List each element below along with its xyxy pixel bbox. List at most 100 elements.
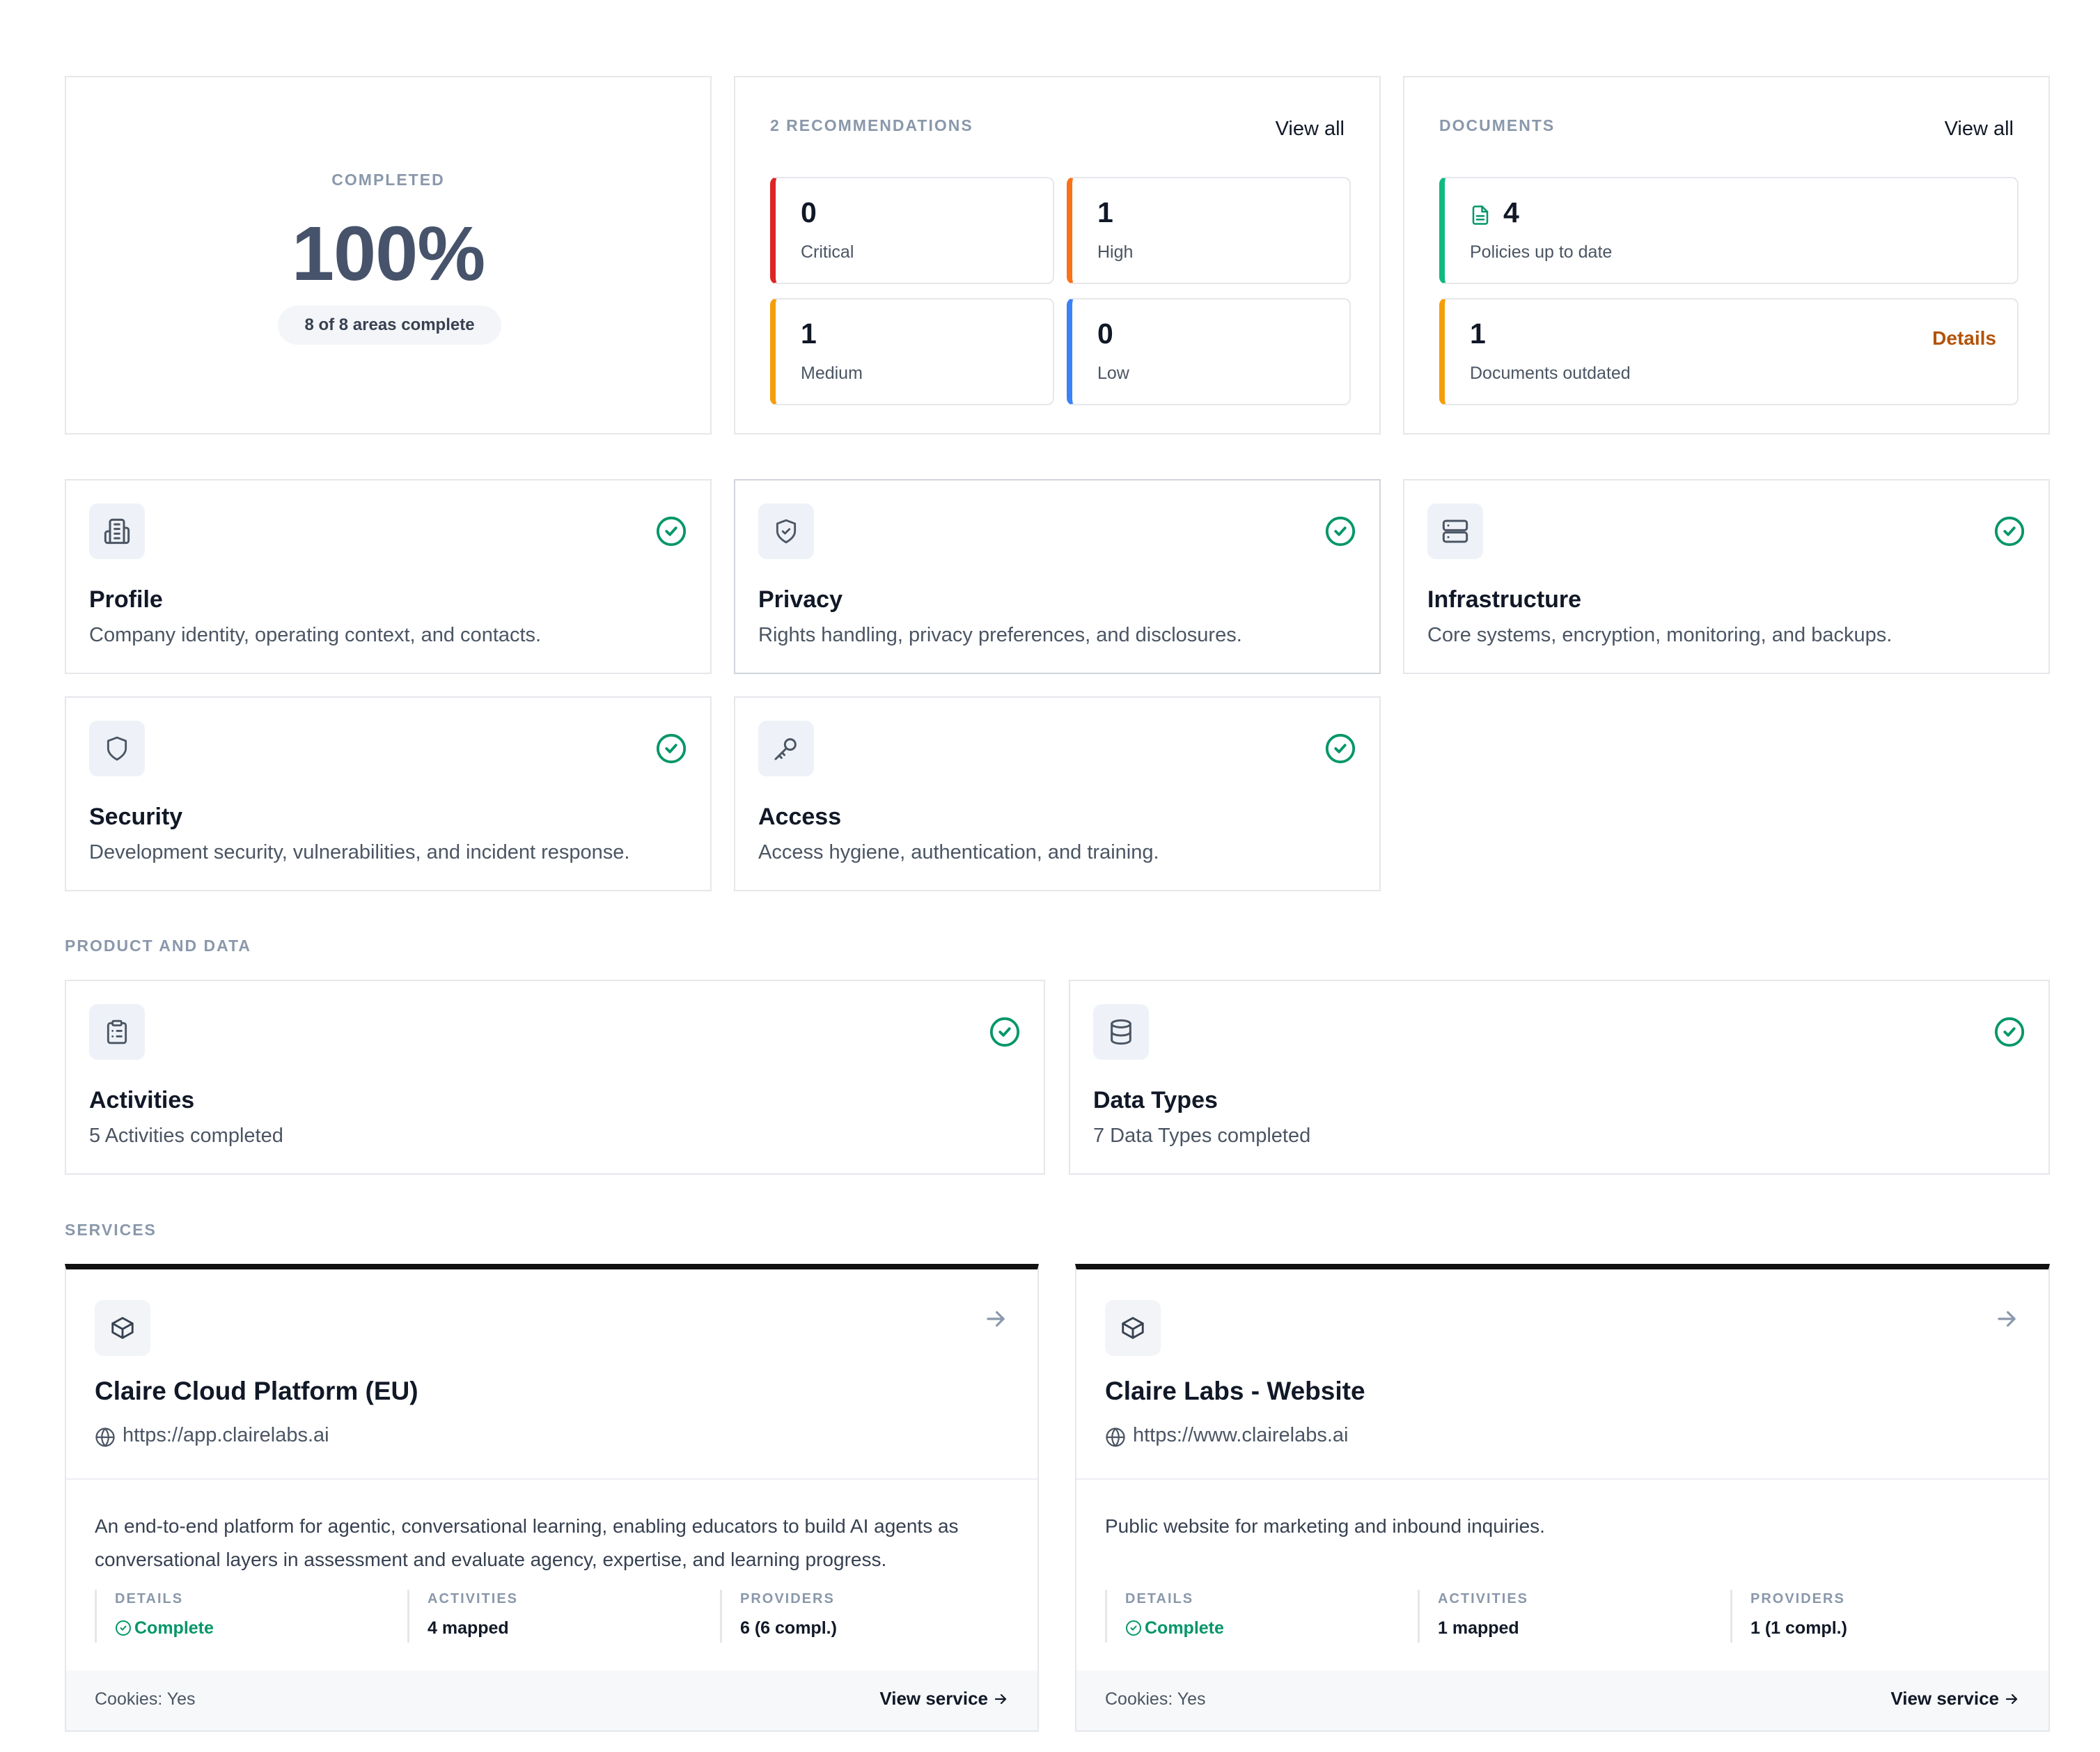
area-icon-box (89, 1004, 145, 1060)
providers-value: 1 (1 compl.) (1750, 1618, 1847, 1638)
low-label: Low (1097, 363, 1129, 383)
outdated-label: Documents outdated (1470, 363, 1631, 383)
product-description: 5 Activities completed (89, 1125, 283, 1147)
area-card-infrastructure[interactable]: Infrastructure Core systems, encryption,… (1403, 479, 2050, 674)
package-icon (1122, 1317, 1144, 1339)
area-icon-box (1093, 1004, 1149, 1060)
service-url-link[interactable]: https://app.clairelabs.ai (123, 1424, 329, 1446)
service-description: Public website for marketing and inbound… (1105, 1515, 1545, 1537)
service-activities-meta: ACTIVITIES 4 mapped (407, 1590, 518, 1643)
service-providers-meta: PROVIDERS 6 (6 compl.) (720, 1590, 837, 1643)
area-description: Access hygiene, authentication, and trai… (758, 841, 1159, 863)
check-circle-icon (1325, 733, 1356, 764)
clipboard-icon (107, 1019, 127, 1045)
shield-icon (107, 736, 127, 761)
cookies-status: Cookies: Yes (1105, 1689, 1206, 1709)
server-icon (1442, 519, 1468, 543)
view-service-button[interactable]: View service (879, 1688, 1009, 1710)
area-card-privacy[interactable]: Privacy Rights handling, privacy prefere… (734, 479, 1381, 674)
document-icon (1472, 205, 1489, 225)
activities-value: 1 mapped (1438, 1618, 1519, 1638)
area-icon-box (89, 503, 145, 559)
service-details-meta: DETAILS Complete (95, 1590, 214, 1643)
arrow-right-icon[interactable] (1993, 1306, 2020, 1332)
product-card-activities[interactable]: Activities 5 Activities completed (65, 980, 1045, 1175)
key-icon (774, 738, 797, 760)
area-card-access[interactable]: Access Access hygiene, authentication, a… (734, 696, 1381, 891)
recommendation-high[interactable]: 1 High (1067, 177, 1351, 284)
service-title: Claire Cloud Platform (EU) (95, 1377, 418, 1405)
critical-count: 0 (801, 196, 817, 228)
completion-card: COMPLETED 100% 8 of 8 areas complete (65, 76, 712, 435)
details-status-text: Complete (1145, 1618, 1224, 1638)
check-circle-icon (1994, 516, 2025, 547)
high-count: 1 (1097, 196, 1113, 228)
area-description: Rights handling, privacy preferences, an… (758, 624, 1242, 646)
service-url-link[interactable]: https://www.clairelabs.ai (1133, 1424, 1349, 1446)
details-value: Complete (1125, 1618, 1224, 1638)
product-card-data-types[interactable]: Data Types 7 Data Types completed (1069, 980, 2050, 1175)
check-circle-icon (116, 1620, 131, 1636)
shield-check-icon (776, 519, 797, 544)
medium-count: 1 (801, 318, 817, 350)
check-circle-icon (656, 516, 687, 547)
globe-icon (95, 1428, 115, 1447)
database-icon (1111, 1019, 1131, 1045)
service-divider (66, 1478, 1037, 1480)
areas-complete-badge: 8 of 8 areas complete (278, 306, 501, 345)
service-title: Claire Labs - Website (1105, 1377, 1365, 1405)
service-footer: Cookies: Yes View service (1076, 1671, 2048, 1730)
cookies-status: Cookies: Yes (95, 1689, 196, 1709)
building-icon (104, 518, 130, 545)
area-description: Development security, vulnerabilities, a… (89, 841, 630, 863)
view-service-button[interactable]: View service (1890, 1688, 2020, 1710)
providers-label: PROVIDERS (740, 1591, 835, 1606)
service-card-website[interactable]: Claire Labs - Website https://www.claire… (1075, 1264, 2050, 1732)
providers-value: 6 (6 compl.) (740, 1618, 837, 1638)
services-section-label: SERVICES (65, 1221, 157, 1239)
details-label: DETAILS (1125, 1591, 1194, 1606)
completion-label: COMPLETED (331, 171, 445, 189)
service-details-meta: DETAILS Complete (1105, 1590, 1224, 1643)
high-label: High (1097, 242, 1134, 262)
recommendation-low[interactable]: 0 Low (1067, 298, 1351, 405)
check-circle-icon (1994, 1017, 2025, 1047)
area-title: Access (758, 804, 842, 830)
service-providers-meta: PROVIDERS 1 (1 compl.) (1730, 1590, 1847, 1643)
service-card-cloud-platform[interactable]: Claire Cloud Platform (EU) https://app.c… (65, 1264, 1039, 1732)
service-icon-box (95, 1300, 150, 1356)
arrow-right-icon[interactable] (982, 1306, 1009, 1332)
service-description: An end-to-end platform for agentic, conv… (95, 1515, 959, 1570)
details-label: DETAILS (115, 1591, 184, 1606)
service-activities-meta: ACTIVITIES 1 mapped (1418, 1590, 1528, 1643)
service-divider (1076, 1478, 2048, 1480)
area-card-security[interactable]: Security Development security, vulnerabi… (65, 696, 712, 891)
details-status-text: Complete (134, 1618, 214, 1638)
recommendations-view-all-link[interactable]: View all (1275, 118, 1345, 140)
service-icon-box (1105, 1300, 1161, 1356)
policies-up-to-date-tile[interactable]: 4 Policies up to date (1439, 177, 2019, 284)
documents-title: DOCUMENTS (1439, 116, 1556, 134)
recommendation-critical[interactable]: 0 Critical (770, 177, 1054, 284)
package-icon (111, 1317, 134, 1339)
recommendation-medium[interactable]: 1 Medium (770, 298, 1054, 405)
area-description: Company identity, operating context, and… (89, 624, 542, 646)
area-card-profile[interactable]: Profile Company identity, operating cont… (65, 479, 712, 674)
area-icon-box (89, 721, 145, 776)
critical-label: Critical (801, 242, 854, 262)
check-circle-icon (1325, 516, 1356, 547)
area-icon-box (758, 503, 814, 559)
policies-label: Policies up to date (1470, 242, 1613, 262)
view-service-label: View service (1890, 1688, 1999, 1709)
outdated-count: 1 (1470, 318, 1486, 350)
outdated-details-link[interactable]: Details (1932, 327, 1996, 349)
low-count: 0 (1097, 318, 1113, 350)
completion-percentage: 100% (291, 211, 485, 297)
documents-view-all-link[interactable]: View all (1944, 118, 2014, 140)
product-title: Activities (89, 1087, 195, 1113)
product-title: Data Types (1093, 1087, 1218, 1113)
area-title: Privacy (758, 586, 843, 613)
check-circle-icon (1126, 1620, 1141, 1636)
globe-icon (1106, 1428, 1125, 1447)
providers-label: PROVIDERS (1750, 1591, 1845, 1606)
